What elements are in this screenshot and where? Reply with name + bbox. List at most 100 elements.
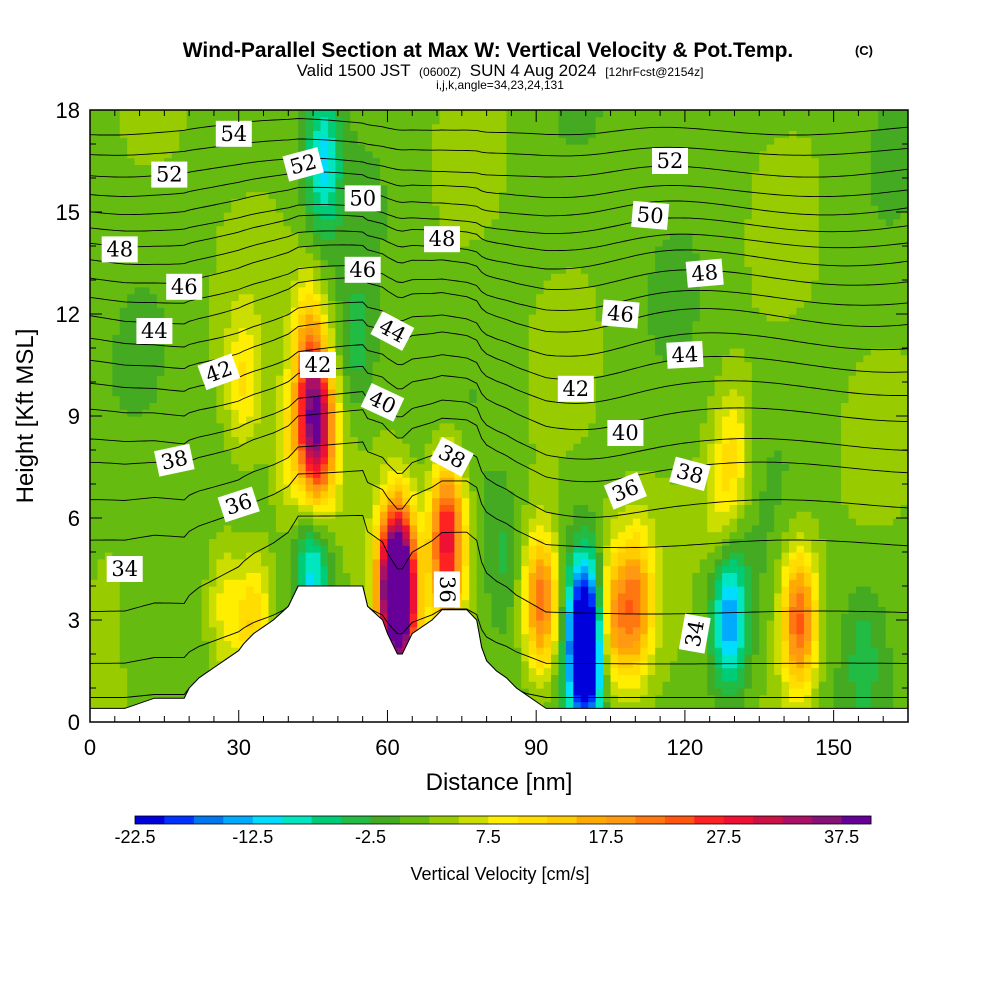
w-cell: [432, 531, 441, 539]
w-cell: [201, 558, 210, 567]
w-cell: [223, 402, 232, 410]
w-cell: [171, 531, 180, 539]
w-cell: [149, 552, 158, 560]
w-cell: [432, 463, 441, 471]
w-cell: [97, 572, 106, 580]
w-cell: [104, 592, 113, 601]
w-cell: [208, 293, 218, 301]
w-cell: [149, 470, 158, 478]
w-cell: [112, 681, 121, 689]
w-cell: [372, 246, 381, 254]
w-cell: [194, 184, 203, 193]
w-cell: [409, 592, 418, 601]
w-cell: [253, 293, 262, 301]
w-cell: [268, 123, 277, 131]
w-cell: [164, 225, 173, 233]
w-cell: [97, 436, 106, 444]
w-cell: [432, 511, 441, 519]
w-cell: [149, 361, 158, 369]
w-cell: [409, 164, 418, 172]
w-cell: [194, 327, 203, 335]
w-cell: [402, 150, 411, 159]
w-cell: [186, 307, 195, 315]
w-cell: [350, 286, 359, 295]
w-cell: [268, 327, 277, 335]
w-cell: [283, 150, 292, 159]
w-cell: [283, 327, 292, 335]
w-cell: [134, 443, 143, 451]
w-cell: [417, 572, 426, 580]
w-cell: [424, 497, 433, 505]
w-cell: [261, 382, 270, 390]
w-cell: [90, 416, 99, 424]
w-cell: [112, 518, 121, 526]
w-cell: [424, 300, 433, 308]
w-cell: [90, 286, 99, 295]
w-cell: [394, 436, 403, 444]
w-cell: [253, 354, 262, 363]
w-cell: [104, 218, 113, 227]
w-cell: [290, 327, 299, 335]
w-cell: [290, 341, 299, 349]
w-cell: [469, 531, 478, 539]
w-cell: [112, 212, 121, 220]
w-cell: [275, 239, 284, 247]
w-cell: [417, 592, 426, 601]
w-cell: [97, 368, 106, 376]
w-cell: [327, 538, 336, 546]
w-cell: [208, 334, 218, 342]
w-cell: [461, 184, 470, 193]
w-cell: [424, 429, 433, 437]
w-cell: [365, 545, 374, 553]
w-cell: [119, 273, 128, 281]
w-cell: [261, 497, 270, 505]
w-cell: [298, 191, 307, 199]
w-cell: [119, 470, 128, 478]
w-cell: [439, 327, 448, 335]
w-cell: [164, 674, 173, 682]
w-cell: [357, 518, 366, 526]
w-cell: [97, 592, 106, 601]
w-cell: [387, 558, 396, 567]
w-cell: [313, 178, 322, 186]
w-cell: [142, 375, 151, 383]
w-cell: [194, 538, 203, 546]
w-cell: [491, 518, 500, 526]
w-cell: [149, 681, 158, 689]
w-cell: [283, 218, 292, 227]
w-cell: [134, 681, 143, 689]
w-cell: [446, 422, 455, 431]
w-cell: [216, 184, 225, 193]
w-cell: [417, 123, 426, 131]
w-cell: [335, 450, 344, 458]
w-cell: [365, 130, 374, 138]
w-cell: [417, 606, 426, 614]
w-cell: [313, 552, 322, 560]
w-cell: [484, 640, 493, 648]
w-cell: [439, 212, 448, 220]
w-cell: [461, 586, 470, 594]
w-cell: [156, 504, 165, 512]
w-cell: [186, 416, 195, 424]
w-cell: [387, 626, 396, 635]
w-cell: [380, 422, 389, 431]
w-cell: [320, 484, 329, 492]
w-cell: [298, 538, 307, 546]
w-cell: [402, 286, 411, 295]
w-cell: [350, 558, 359, 567]
w-cell: [372, 164, 381, 172]
w-cell: [216, 647, 225, 655]
w-cell: [149, 613, 158, 621]
w-cell: [446, 368, 455, 376]
w-cell: [461, 334, 470, 342]
w-cell: [194, 463, 203, 471]
w-cell: [313, 436, 322, 444]
w-cell: [380, 579, 389, 587]
w-cell: [409, 402, 418, 410]
w-cell: [90, 225, 99, 233]
w-cell: [491, 443, 500, 451]
w-cell: [90, 178, 99, 186]
w-cell: [461, 402, 470, 410]
w-cell: [402, 422, 411, 431]
